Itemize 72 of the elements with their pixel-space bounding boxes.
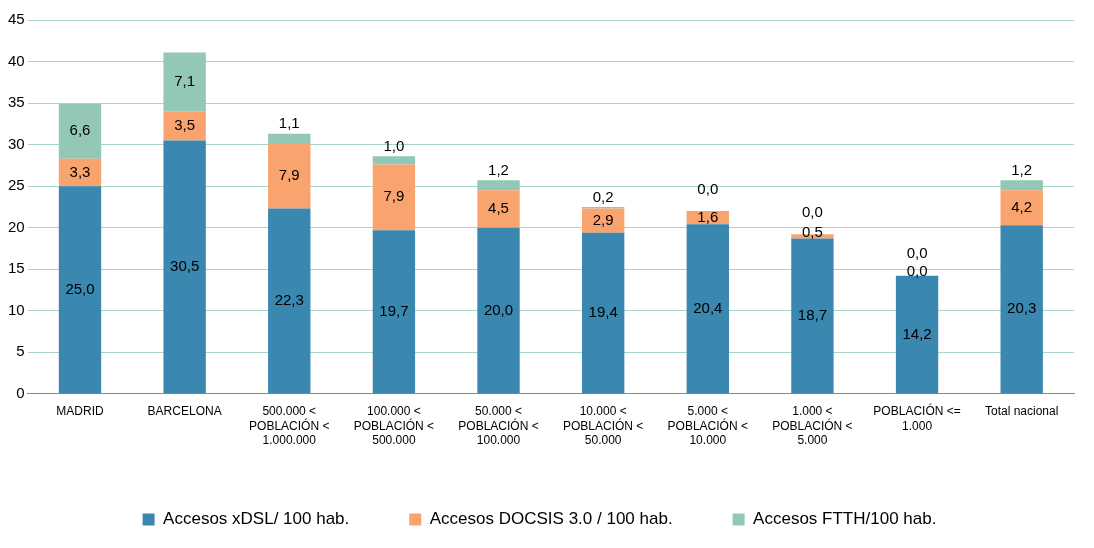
bar (477, 227, 520, 394)
data-label: 14,2 (902, 324, 932, 342)
data-label: 3,5 (174, 116, 196, 134)
bar (477, 180, 520, 191)
bar (163, 52, 206, 112)
data-label: 20,3 (1007, 299, 1037, 317)
data-label: 0,0 (697, 179, 719, 197)
x-tick-label: 5.000 < POBLACIÓN < 10.000 (667, 404, 748, 448)
data-label: 2,9 (592, 210, 614, 228)
legend-label: Accesos DOCSIS 3.0 / 100 hab. (429, 509, 673, 529)
data-label: 1,0 (383, 136, 405, 154)
bar (477, 190, 520, 228)
data-label: 0,2 (592, 187, 614, 205)
y-tick-label: 20 (8, 217, 25, 235)
data-label: 7,9 (278, 165, 300, 183)
data-label: 0,0 (801, 202, 823, 220)
bar (163, 140, 206, 394)
bar (1000, 180, 1043, 191)
bar (1000, 225, 1043, 394)
bar (581, 232, 625, 394)
bar (372, 230, 416, 394)
data-label: 30,5 (170, 257, 200, 275)
x-tick-label: 1.000 < POBLACIÓN < 5.000 (772, 404, 853, 448)
data-label: 7,9 (383, 187, 405, 205)
data-label: 20,4 (693, 298, 723, 316)
data-label: 1,2 (1011, 160, 1033, 178)
y-tick-label: 25 (8, 176, 25, 194)
data-label: 1,2 (488, 160, 509, 178)
data-label: 22,3 (274, 291, 304, 309)
y-tick-label: 10 (8, 300, 25, 318)
data-label: 3,3 (69, 162, 91, 180)
data-label: 4,2 (1011, 197, 1033, 215)
data-label: 6,6 (69, 121, 91, 139)
data-label: 7,1 (174, 72, 196, 90)
y-tick-label: 40 (8, 51, 25, 69)
data-label: 25,0 (65, 279, 95, 297)
bar (372, 156, 416, 165)
data-label: 19,4 (588, 303, 618, 321)
data-label: 1,6 (697, 207, 719, 225)
y-tick-label: 15 (8, 259, 25, 277)
bar (791, 238, 834, 394)
x-tick-label: Total nacional (984, 404, 1059, 419)
y-tick-label: 0 (16, 383, 25, 401)
x-tick-label: 50.000 < POBLACIÓN < 100.000 (458, 404, 539, 448)
x-tick-label: MADRID (56, 404, 104, 419)
x-tick-label: 10.000 < POBLACIÓN < 50.000 (562, 404, 644, 448)
bar (58, 103, 102, 159)
data-label: 19,7 (379, 301, 409, 319)
legend-label: Accesos FTTH/100 hab. (753, 509, 937, 529)
x-tick-label: 100.000 < POBLACIÓN < 500.000 (353, 404, 435, 448)
x-tick-label: 500.000 < POBLACIÓN < 1.000.000 (249, 404, 330, 448)
y-tick-label: 45 (8, 10, 25, 28)
legend-label: Accesos xDSL/ 100 hab. (163, 509, 350, 529)
data-label: 0,0 (906, 261, 928, 279)
bar (686, 224, 729, 394)
bar (1000, 190, 1043, 226)
y-tick-label: 35 (8, 93, 25, 111)
bar (58, 186, 102, 394)
x-tick-label: POBLACIÓN <= 1.000 (873, 403, 961, 433)
bar (372, 164, 416, 231)
bar (163, 111, 206, 141)
y-tick-label: 30 (8, 134, 25, 152)
data-label: 4,5 (488, 199, 509, 217)
y-tick-label: 5 (16, 342, 25, 360)
bar (268, 133, 311, 143)
data-label: 0,0 (906, 244, 928, 262)
data-label: 20,0 (483, 300, 514, 318)
bar (268, 142, 311, 209)
x-tick-label: BARCELONA (147, 404, 222, 419)
data-label: 1,1 (278, 114, 300, 132)
data-label: 18,7 (797, 306, 828, 324)
bar (268, 208, 311, 394)
